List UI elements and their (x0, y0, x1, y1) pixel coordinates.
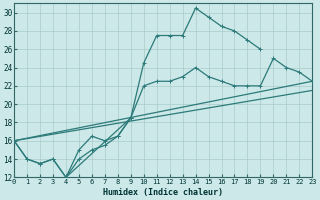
X-axis label: Humidex (Indice chaleur): Humidex (Indice chaleur) (103, 188, 223, 197)
